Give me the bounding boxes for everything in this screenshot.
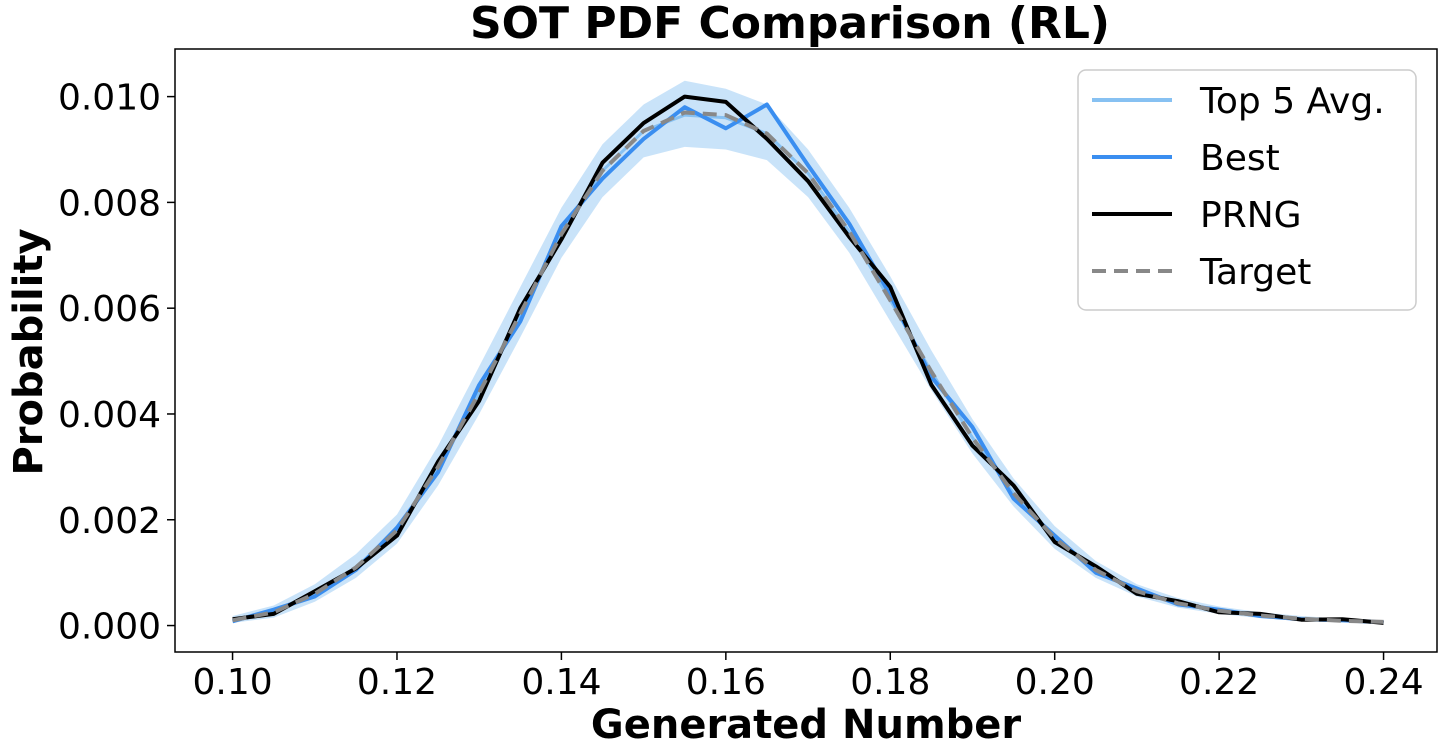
y-tick-label: 0.004 <box>58 395 161 436</box>
y-tick-label: 0.006 <box>58 289 161 330</box>
y-tick-label: 0.008 <box>58 183 161 224</box>
y-axis-label: Probability <box>6 228 52 475</box>
chart-title: SOT PDF Comparison (RL) <box>470 0 1110 49</box>
legend-label: PRNG <box>1200 195 1302 236</box>
x-tick-label: 0.14 <box>521 662 601 703</box>
y-tick-label: 0.010 <box>58 78 161 119</box>
legend-label: Best <box>1200 138 1280 179</box>
x-axis: 0.10 0.12 0.14 0.16 0.18 0.20 0.22 0.24 <box>192 652 1424 703</box>
x-tick-label: 0.12 <box>357 662 437 703</box>
legend-box <box>1077 69 1417 311</box>
x-tick-label: 0.16 <box>686 662 766 703</box>
legend: Top 5 Avg. Best PRNG Target <box>1077 69 1417 311</box>
legend-label: Target <box>1199 252 1311 293</box>
x-tick-label: 0.22 <box>1179 662 1259 703</box>
y-axis: 0.000 0.002 0.004 0.006 0.008 0.010 <box>58 78 175 648</box>
y-tick-label: 0.002 <box>58 501 161 542</box>
x-axis-label: Generated Number <box>591 702 1021 748</box>
plot-frame <box>174 48 1438 653</box>
top5-avg-band <box>232 80 1384 624</box>
x-tick-label: 0.18 <box>850 662 930 703</box>
x-tick-label: 0.20 <box>1015 662 1095 703</box>
x-tick-label: 0.10 <box>192 662 272 703</box>
x-tick-label: 0.24 <box>1343 662 1423 703</box>
plot-area <box>232 80 1384 625</box>
y-tick-label: 0.000 <box>58 607 161 648</box>
legend-label: Top 5 Avg. <box>1199 81 1385 122</box>
